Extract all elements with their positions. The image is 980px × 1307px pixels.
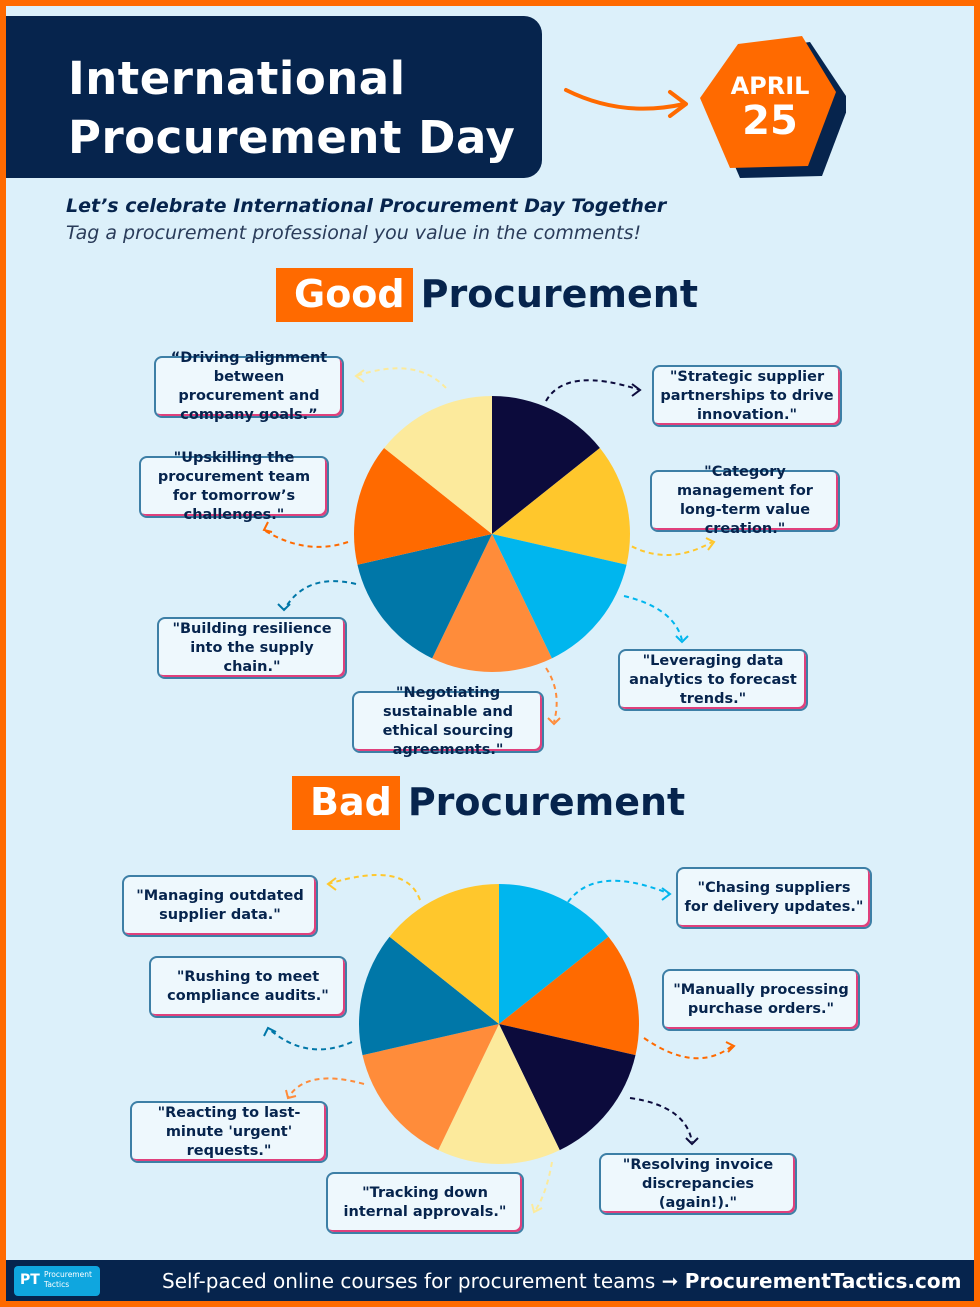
- dashed-arrow-icon: [355, 367, 447, 389]
- dashed-arrow-icon: [623, 595, 683, 641]
- quote-text: "Building resilience into the supply cha…: [172, 620, 332, 675]
- footer-text: Self-paced online courses for procuremen…: [162, 1269, 961, 1293]
- good-procurement-heading: Good Procurement: [276, 268, 698, 322]
- bad-pie-chart: [359, 884, 639, 1164]
- quote-text: "Category management for long-term value…: [677, 464, 813, 537]
- logo-name: Procurement Tactics: [44, 1270, 92, 1289]
- dashed-arrow-icon: [643, 1037, 733, 1060]
- quote-text: "Manually processing purchase orders.": [673, 982, 849, 1017]
- bad-quote-7: "Tracking down internal approvals.": [326, 1172, 524, 1234]
- dashed-arrow-icon: [623, 541, 713, 556]
- quote-text: "Chasing suppliers for delivery updates.…: [684, 880, 864, 915]
- dashed-arrow-icon: [263, 529, 349, 548]
- dashed-arrow-icon: [545, 667, 558, 723]
- footer-site-link[interactable]: ProcurementTactics.com: [684, 1269, 962, 1293]
- bad-procurement-heading: Bad Procurement: [292, 776, 685, 830]
- dashed-arrow-icon: [545, 379, 641, 402]
- quote-text: "Strategic supplier partnerships to driv…: [660, 368, 834, 423]
- quote-text: “Driving alignment between procurement a…: [170, 350, 328, 423]
- pie-slice: [499, 884, 609, 1024]
- good-quote-1: “Driving alignment between procurement a…: [154, 350, 344, 423]
- bad-quote-2: "Chasing suppliers for delivery updates.…: [676, 867, 872, 929]
- bad-quote-4: "Manually processing purchase orders.": [662, 969, 860, 1031]
- bad-quote-1: "Managing outdated supplier data.": [122, 875, 318, 937]
- quote-text: "Leveraging data analytics to forecast t…: [629, 652, 797, 707]
- good-highlight: Good: [276, 268, 413, 322]
- pie-slice: [384, 396, 492, 534]
- quote-text: "Managing outdated supplier data.": [136, 888, 304, 923]
- pie-slice: [499, 936, 639, 1056]
- footer-bar: PT Procurement Tactics Self-paced online…: [6, 1260, 974, 1301]
- logo-icon: PT Procurement Tactics: [14, 1266, 100, 1296]
- pie-slice: [499, 1024, 636, 1151]
- dashed-arrow-icon: [327, 874, 421, 901]
- subtitle-primary: Let’s celebrate International Procuremen…: [66, 195, 667, 217]
- pie-slice: [492, 534, 627, 659]
- dashed-arrow-icon: [629, 1097, 693, 1143]
- dashed-arrow-icon: [287, 1077, 365, 1099]
- good-connectors: [262, 367, 716, 726]
- pie-slice: [359, 936, 499, 1056]
- dashed-arrow-icon: [533, 1161, 553, 1213]
- good-quote-4: "Category management for long-term value…: [650, 464, 840, 537]
- quote-text: "Reacting to last-minute 'urgent' reques…: [157, 1104, 301, 1159]
- title-line-1: International: [68, 52, 406, 105]
- quote-text: "Upskilling the procurement team for tom…: [157, 450, 311, 523]
- dashed-arrow-icon: [267, 1027, 353, 1051]
- title-line-2: Procurement Day: [68, 111, 516, 164]
- date-month: APRIL: [730, 72, 810, 100]
- bad-connectors: [263, 874, 736, 1214]
- good-pie-chart: [354, 396, 630, 672]
- good-quote-5: "Building resilience into the supply cha…: [157, 617, 347, 679]
- bad-highlight: Bad: [292, 776, 400, 830]
- quote-text: "Tracking down internal approvals.": [343, 1185, 507, 1220]
- quote-text: "Negotiating sustainable and ethical sou…: [382, 685, 514, 758]
- pie-slice: [432, 534, 552, 672]
- footer-tagline: Self-paced online courses for procuremen…: [162, 1269, 685, 1293]
- pie-slice: [492, 396, 600, 534]
- good-quote-7: "Negotiating sustainable and ethical sou…: [352, 685, 544, 758]
- dashed-arrow-icon: [567, 879, 671, 903]
- pie-slice: [492, 447, 630, 565]
- good-quote-2: "Strategic supplier partnerships to driv…: [652, 365, 842, 427]
- bad-quote-6: "Resolving invoice discrepancies (again!…: [599, 1153, 797, 1215]
- dashed-arrow-icon: [283, 580, 357, 611]
- logo-abbr: PT: [20, 1272, 40, 1288]
- bad-quote-3: "Rushing to meet compliance audits.": [149, 956, 347, 1018]
- pie-slice: [438, 1024, 560, 1164]
- pie-slice: [389, 884, 499, 1024]
- bad-quote-5: "Reacting to last-minute 'urgent' reques…: [130, 1101, 328, 1163]
- bad-heading-rest: Procurement: [407, 780, 686, 824]
- good-heading-rest: Procurement: [420, 272, 698, 316]
- pie-slice: [357, 534, 492, 659]
- infographic-page: International Procurement Day APRIL 25 L…: [6, 6, 974, 1301]
- subtitle-secondary: Tag a procurement professional you value…: [66, 222, 642, 244]
- pie-slice: [354, 447, 492, 565]
- quote-text: "Rushing to meet compliance audits.": [167, 969, 329, 1004]
- good-quote-3: "Upskilling the procurement team for tom…: [139, 450, 329, 523]
- date-day: 25: [742, 98, 798, 144]
- pie-slice: [362, 1024, 499, 1151]
- good-quote-6: "Leveraging data analytics to forecast t…: [618, 649, 808, 711]
- date-badge-shape: [700, 36, 846, 178]
- title-banner: International Procurement Day: [6, 16, 542, 178]
- curved-arrow-icon: [564, 88, 688, 118]
- quote-text: "Resolving invoice discrepancies (again!…: [622, 1156, 774, 1211]
